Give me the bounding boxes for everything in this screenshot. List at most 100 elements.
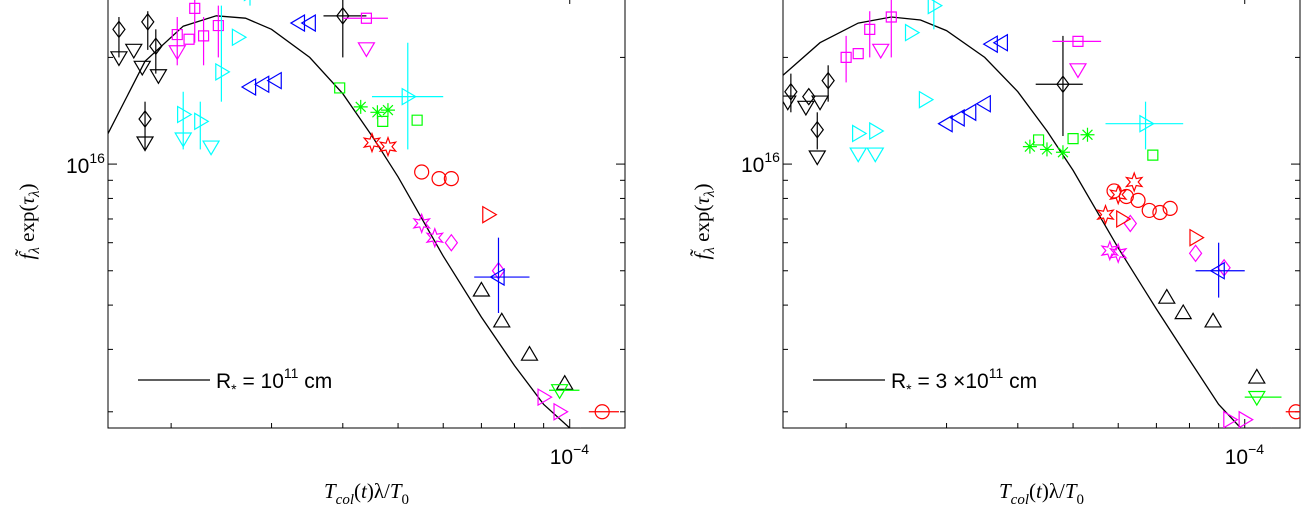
x-axis-label-part: 0 (1077, 492, 1085, 508)
data-point-triangle-left (240, 77, 257, 97)
marker-square (171, 28, 183, 41)
y-axis-label-part: exp( (690, 205, 714, 248)
plot-area (108, 0, 619, 428)
marker-asterisk (1039, 142, 1054, 157)
x-axis-label: Tcol(t)λ/T0 (324, 479, 409, 508)
marker-triangle-left (937, 114, 953, 133)
data-point-triangle-down (133, 60, 152, 77)
marker-triangle-up (492, 312, 511, 328)
data-point-triangle-up (555, 374, 574, 390)
marker-triangle-down (1247, 390, 1266, 407)
data-point-triangle-left (1195, 242, 1245, 298)
model-curve (108, 15, 571, 428)
marker-asterisk (370, 105, 385, 120)
marker-triangle-left (266, 71, 282, 90)
marker-triangle-left (289, 14, 306, 33)
marker-triangle-up (472, 281, 491, 297)
data-point-circle (1141, 202, 1157, 219)
marker-diamond (336, 6, 350, 25)
marker-triangle-up (520, 345, 539, 361)
marker-square (840, 51, 852, 64)
data-point-triangle-right (1270, 427, 1272, 428)
marker-circle (1288, 404, 1300, 420)
data-point-triangle-right (537, 388, 553, 407)
legend-exponent: 11 (989, 365, 1004, 381)
marker-triangle-down (133, 60, 152, 77)
data-point-square (840, 35, 852, 83)
data-point-asterisk (1055, 145, 1070, 160)
y-tick-label: 1016 (66, 150, 105, 178)
marker-triangle-left (253, 75, 270, 94)
marker-triangle-down (871, 43, 890, 60)
data-point-triangle-right (482, 205, 498, 224)
data-point-triangle-right (194, 101, 210, 150)
marker-triangle-left (992, 33, 1009, 52)
data-point-asterisk (370, 105, 385, 120)
marker-square (1067, 133, 1079, 145)
data-point-circle (443, 170, 459, 187)
marker-triangle-down (783, 95, 797, 111)
marker-triangle-right (482, 205, 498, 224)
marker-triangle-right (194, 112, 210, 131)
x-axis-label-part: T (390, 479, 403, 503)
data-point-triangle-left (937, 114, 953, 133)
data-point-circle (414, 164, 430, 180)
data-point-triangle-left (300, 14, 316, 33)
x-axis-label-part: T (1065, 479, 1078, 503)
data-point-circle (588, 404, 619, 420)
data-point-triangle-down (357, 42, 376, 58)
data-point-triangle-down (168, 45, 187, 61)
marker-triangle-right (852, 124, 868, 143)
marker-square (885, 11, 897, 23)
marker-asterisk (353, 99, 368, 114)
data-point-triangle-right (1105, 101, 1184, 150)
marker-square (377, 115, 389, 127)
marker-asterisk (380, 103, 395, 118)
marker-star (425, 226, 445, 249)
data-point-asterisk (353, 99, 368, 114)
x-tick-exponent: −4 (573, 441, 589, 457)
marker-square (197, 30, 210, 42)
data-point-triangle-up (472, 281, 491, 297)
data-point-triangle-down (871, 43, 890, 60)
y-axis-label-part: ) (15, 184, 39, 191)
data-point-triangle-down (174, 132, 193, 148)
marker-square (1032, 134, 1045, 146)
x-axis-label-part: col (1011, 492, 1029, 508)
marker-diamond (810, 120, 825, 139)
data-point-star (1096, 203, 1115, 226)
data-point-triangle-right (215, 5, 231, 102)
legend-unit: cm (1003, 370, 1037, 393)
marker-triangle-up (1157, 288, 1176, 304)
marker-star (412, 212, 432, 235)
y-tick-mantissa: 10 (741, 154, 764, 177)
y-axis-label: f̃λ exp(τλ) (15, 184, 43, 260)
axes-box (782, 0, 1301, 429)
marker-triangle-up (1174, 303, 1193, 320)
marker-triangle-right (1270, 427, 1272, 428)
marker-triangle-left (1209, 261, 1225, 280)
marker-triangle-right (904, 23, 921, 42)
marker-triangle-right (215, 62, 231, 81)
marker-asterisk (1080, 127, 1095, 142)
marker-circle (1152, 204, 1168, 221)
marker-triangle-right (177, 105, 193, 124)
marker-circle (443, 170, 459, 187)
data-point-diamond (141, 11, 155, 50)
marker-square (411, 114, 423, 126)
data-point-asterisk (1022, 139, 1037, 154)
marker-triangle-down (124, 43, 143, 60)
marker-triangle-left (300, 14, 316, 33)
data-point-diamond (810, 112, 825, 150)
marker-triangle-down (135, 136, 155, 152)
data-point-triangle-right (553, 402, 569, 421)
marker-triangle-down (550, 384, 569, 400)
data-point-square (1147, 149, 1159, 161)
data-point-triangle-down (849, 147, 868, 163)
data-point-diamond (1188, 244, 1203, 263)
data-point-diamond (1035, 35, 1083, 137)
marker-triangle-left (960, 103, 977, 122)
marker-asterisk (1022, 139, 1037, 154)
